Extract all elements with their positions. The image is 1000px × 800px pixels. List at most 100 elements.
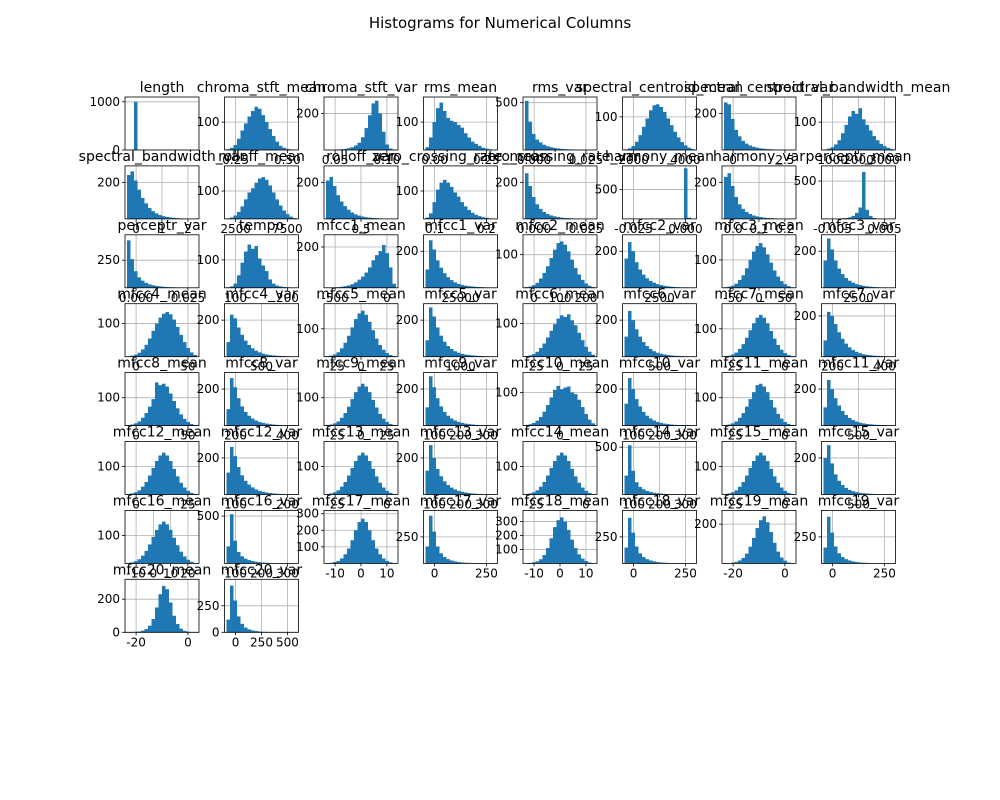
histogram-bar (488, 149, 492, 150)
histogram-bar (471, 212, 475, 219)
histogram-bar (539, 142, 543, 150)
x-tick-label: 0 (582, 498, 590, 512)
histogram-bar (727, 355, 731, 357)
histogram-bar (635, 399, 639, 426)
histogram-bar (453, 282, 457, 288)
histogram-bar (471, 424, 475, 426)
histogram-bar (326, 180, 330, 219)
histogram-bar (741, 557, 745, 564)
histogram-panel: 250 0 250 mfcc19_var (794, 493, 900, 580)
histogram-bar (474, 286, 478, 288)
histogram-bar (130, 493, 134, 495)
histogram-bar (659, 106, 663, 150)
histogram-bar (151, 211, 155, 219)
histogram-bar (385, 144, 389, 150)
histogram-bar (354, 530, 358, 564)
x-tick-label: 0 (530, 291, 538, 305)
y-tick-label: 200 (197, 382, 220, 396)
histogram-bar (261, 115, 265, 150)
histogram-bar (663, 285, 667, 288)
y-tick-label: 200 (595, 382, 618, 396)
y-tick-label: 100 (197, 253, 220, 267)
histogram-bar (183, 418, 187, 426)
histogram-bar (862, 423, 866, 426)
histogram-bar (446, 277, 450, 288)
histogram-bar (375, 100, 379, 150)
histogram-bar (872, 136, 876, 150)
histogram-bar (776, 551, 780, 564)
x-tick-label: 2500 (220, 222, 251, 236)
axes-frame (224, 372, 299, 427)
histogram-bar (631, 146, 635, 150)
histogram-bar (556, 520, 560, 564)
histogram-bar (361, 216, 365, 219)
histogram-bar (872, 355, 876, 357)
histogram-bar (375, 548, 379, 564)
histogram-panel: 100 -25 0 25 mfcc5_mean (296, 287, 406, 374)
histogram-bar (687, 217, 691, 219)
histogram-bar (158, 594, 162, 633)
histogram-bar (485, 148, 489, 150)
histogram-bar (844, 343, 848, 357)
histogram-bar (279, 145, 283, 150)
y-tick-label: 200 (296, 106, 319, 120)
histogram-bar (532, 354, 536, 357)
histogram-bar (436, 260, 440, 288)
y-tick-label: 200 (97, 175, 120, 189)
panel-title: mfcc17_mean (312, 493, 410, 509)
histogram-bar (464, 423, 468, 426)
x-tick-label: 200 (648, 498, 671, 512)
histogram-bar (258, 490, 262, 495)
histogram-bar (137, 421, 141, 426)
histogram-bar (368, 115, 372, 150)
x-tick-label: 0.0 (724, 222, 743, 236)
x-tick-label: 20 (180, 566, 195, 580)
histogram-bar (251, 348, 255, 357)
histogram-bar (827, 311, 831, 357)
histogram-panel: 100 100 200 tempo (197, 218, 299, 305)
histogram-bar (179, 551, 183, 564)
axes-frame (522, 441, 598, 495)
histogram-bar (268, 355, 272, 357)
histogram-bar (162, 313, 166, 357)
panel-title: mfcc14_mean (511, 425, 609, 441)
x-tick-label: -0.025 (614, 222, 653, 236)
histogram-bar (385, 353, 389, 357)
x-tick-label: 300 (674, 498, 697, 512)
histogram-bar (649, 349, 653, 357)
histogram-bar (727, 286, 731, 288)
histogram-bar (567, 386, 571, 426)
histogram-bar (752, 323, 756, 357)
histogram-bar (755, 528, 759, 564)
histogram-panel: 200 500 mfcc4_var (197, 287, 299, 374)
histogram-bar (546, 548, 550, 564)
histogram-bar (375, 338, 379, 357)
histogram-bar (162, 521, 166, 564)
x-tick-label: -25 (524, 498, 544, 512)
histogram-bar (837, 480, 841, 495)
histogram-bar (389, 355, 393, 357)
histogram-bar (762, 455, 766, 495)
x-tick-label: 0 (829, 566, 837, 580)
axes-frame (622, 165, 697, 220)
histogram-bar (347, 148, 351, 150)
histogram-bar (858, 207, 862, 219)
histogram-bar (862, 171, 866, 219)
x-tick-label: 0.025 (171, 291, 205, 305)
axes-frame (721, 96, 797, 151)
histogram-bar (450, 349, 454, 357)
histogram-bar (830, 249, 834, 288)
histogram-bar (361, 383, 365, 426)
histogram-bar (631, 389, 635, 426)
histogram-bar (237, 327, 241, 357)
axes-frame (224, 234, 299, 289)
histogram-bar (382, 558, 386, 564)
histogram-bar (748, 145, 752, 150)
axes-frame (721, 441, 797, 495)
histogram-bar (347, 406, 351, 426)
histogram-bar (556, 243, 560, 288)
x-tick-label: 50 (180, 360, 195, 374)
